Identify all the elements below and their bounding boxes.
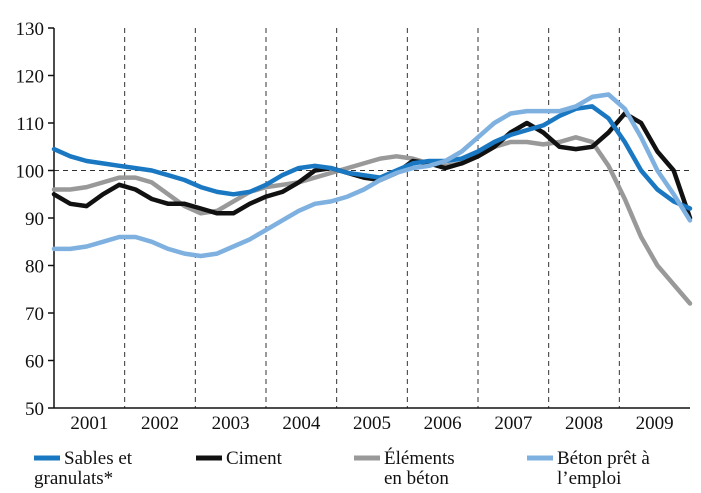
y-tick-label: 90 (25, 209, 44, 230)
legend-label-3: Béton prêt à (557, 448, 650, 469)
y-tick-label: 120 (16, 67, 45, 88)
x-tick-label: 2001 (70, 413, 108, 434)
legend-label-0: Sables et (64, 448, 133, 469)
y-tick-label: 110 (16, 114, 44, 135)
y-tick-label: 50 (25, 399, 44, 420)
legend-label-0-line2: granulats* (34, 468, 113, 489)
x-tick-label: 2009 (636, 413, 674, 434)
y-tick-label: 60 (25, 352, 44, 373)
x-tick-label: 2007 (494, 413, 532, 434)
x-tick-label: 2005 (353, 413, 391, 434)
legend-label-3-line2: l’emploi (557, 468, 621, 489)
x-tick-label: 2002 (141, 413, 179, 434)
x-tick-label: 2004 (282, 413, 321, 434)
y-tick-label: 130 (16, 19, 45, 40)
x-tick-label: 2006 (424, 413, 462, 434)
legend-label-2-line2: en béton (384, 468, 449, 489)
legend-label-2: Éléments (384, 447, 455, 469)
legend-label-1: Ciment (226, 448, 283, 469)
y-tick-label: 80 (25, 257, 44, 278)
series-line-0 (51, 104, 693, 211)
x-tick-label: 2003 (212, 413, 250, 434)
y-tick-label: 70 (25, 304, 44, 325)
series-line-2 (51, 135, 693, 306)
x-tick-label: 2008 (565, 413, 603, 434)
y-tick-label: 100 (16, 162, 45, 183)
series-line-1 (51, 111, 693, 221)
series-line-3 (51, 92, 693, 259)
